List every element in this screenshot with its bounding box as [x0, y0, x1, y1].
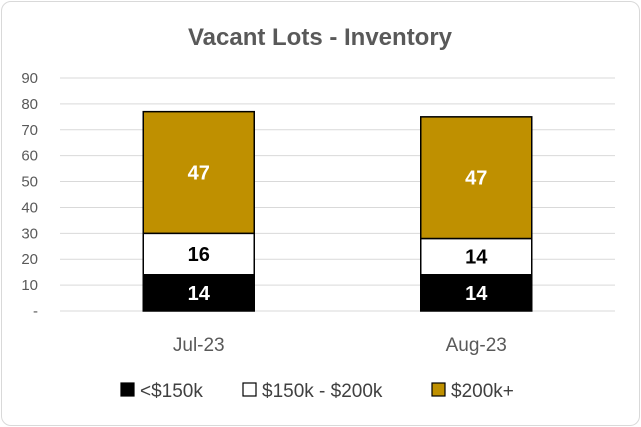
y-tick-label: 10 — [21, 277, 38, 294]
y-tick-label: 50 — [21, 174, 38, 191]
bars: 14 16 47 14 14 47 — [142, 110, 533, 312]
legend-swatch — [120, 382, 135, 397]
y-tick-label: 70 — [21, 122, 38, 139]
y-tick-label: 80 — [21, 96, 38, 113]
chart-title: Vacant Lots - Inventory — [188, 24, 453, 51]
x-tick-label: Jul-23 — [173, 335, 225, 356]
legend-swatch — [242, 382, 257, 397]
bar-segment — [142, 110, 255, 235]
y-tick-label: 30 — [21, 225, 38, 242]
y-tick-label: 60 — [21, 148, 38, 165]
legend-swatch — [431, 382, 446, 397]
y-tick-label: 40 — [21, 199, 38, 216]
legend: <$150k $150k - $200k $200k+ — [120, 381, 514, 402]
y-axis-labels: - 10 20 30 40 50 60 70 80 90 — [21, 70, 38, 320]
bar-segment — [420, 237, 533, 276]
y-tick-label: - — [33, 303, 38, 320]
data-label: 14 — [465, 283, 488, 305]
x-axis-labels: Jul-23 Aug-23 — [173, 335, 507, 356]
data-label: 14 — [465, 247, 488, 269]
bar-segment — [142, 232, 255, 276]
y-tick-label: 20 — [21, 251, 38, 268]
legend-label: <$150k — [140, 381, 203, 402]
data-label: 16 — [188, 244, 210, 266]
x-tick-label: Aug-23 — [446, 335, 507, 356]
data-label: 47 — [188, 162, 210, 184]
bar-segment — [420, 116, 533, 240]
y-tick-label: 90 — [21, 70, 38, 87]
legend-label: $150k - $200k — [262, 381, 383, 402]
bar-segment — [420, 274, 533, 312]
data-label: 14 — [188, 283, 211, 305]
legend-label: $200k+ — [451, 381, 514, 402]
data-label: 47 — [465, 168, 487, 190]
